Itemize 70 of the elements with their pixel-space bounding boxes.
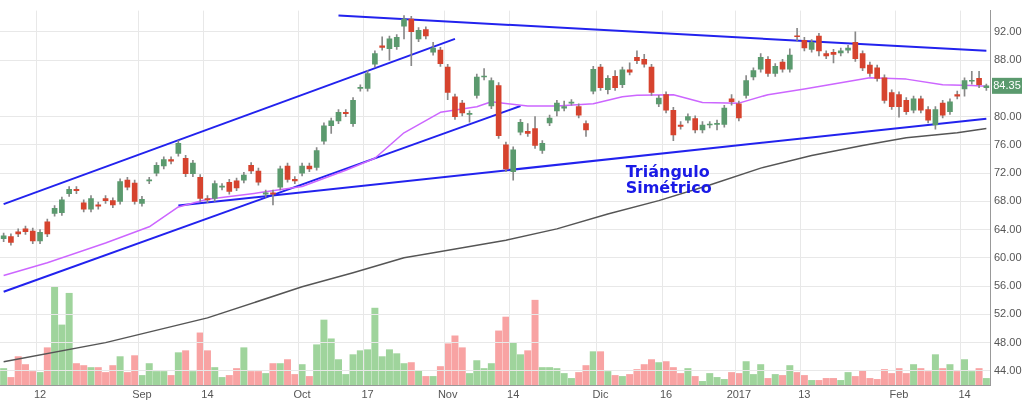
bar	[87, 367, 95, 385]
candlestick	[968, 71, 975, 85]
bar	[975, 368, 983, 385]
y-tick-label: 68.00	[994, 194, 1022, 207]
x-tick-label: 14	[507, 387, 520, 400]
bar	[691, 376, 699, 385]
candlestick	[168, 156, 174, 165]
bar	[779, 375, 787, 385]
x-tick-label: 14	[958, 387, 971, 400]
y-tick-label: 80.00	[994, 109, 1022, 122]
bar	[982, 378, 990, 385]
bar	[189, 371, 197, 385]
bar	[618, 376, 626, 385]
bar	[43, 347, 51, 385]
x-tick-label: 17	[361, 387, 374, 400]
bar	[611, 375, 619, 385]
x-tick-label: 12	[33, 387, 47, 400]
y-tick-label: 76.00	[994, 137, 1022, 150]
y-tick-label: 44.00	[994, 363, 1022, 376]
bar	[655, 362, 663, 385]
bar	[407, 362, 415, 385]
bar	[604, 371, 612, 385]
bar	[167, 375, 175, 385]
x-tick-label: 16	[659, 387, 673, 400]
bar	[597, 351, 605, 385]
bar	[422, 376, 430, 385]
x-tick-label: Feb	[889, 387, 909, 400]
y-tick-label: 48.00	[994, 335, 1022, 348]
y-tick-label: 52.00	[994, 307, 1022, 320]
x-tick-label: 14	[201, 387, 214, 400]
candlestick	[379, 36, 385, 51]
bar	[771, 374, 779, 385]
bar	[182, 350, 190, 385]
bar	[429, 376, 437, 385]
y-tick-label: 92.00	[994, 24, 1022, 37]
y-tick-label: 64.00	[994, 222, 1022, 235]
bar	[262, 373, 270, 385]
x-tick-label: 13	[798, 387, 811, 400]
bar	[415, 370, 423, 385]
bar	[946, 364, 954, 385]
y-tick-label: 56.00	[994, 279, 1022, 292]
bar	[786, 365, 794, 385]
bar	[240, 347, 248, 385]
y-tick-label: 72.00	[994, 166, 1022, 179]
y-tick-label: 88.00	[994, 53, 1022, 66]
x-tick-label: Dic	[592, 387, 609, 400]
candlestick	[342, 109, 349, 117]
bar	[36, 372, 44, 385]
bar	[116, 356, 124, 385]
x-tick-label: Sep	[132, 387, 152, 400]
bar	[269, 363, 277, 385]
bar	[0, 368, 8, 385]
bar	[764, 378, 772, 385]
bar	[174, 352, 182, 385]
bar	[910, 364, 918, 385]
y-tick-label: 60.00	[994, 250, 1022, 263]
candlestick	[794, 27, 800, 42]
x-tick-label: Oct	[293, 387, 311, 400]
candlestick	[291, 176, 298, 184]
bar	[939, 368, 947, 385]
annotation: 84.35	[993, 78, 1021, 91]
bar	[276, 363, 284, 385]
bar	[684, 368, 692, 385]
bar	[931, 354, 939, 385]
x-tick-label: Nov	[437, 387, 458, 400]
bar	[298, 364, 306, 385]
bar	[305, 376, 313, 385]
x-tick-label: 2017	[726, 387, 752, 400]
candlestick	[270, 189, 276, 206]
bar	[808, 380, 816, 385]
